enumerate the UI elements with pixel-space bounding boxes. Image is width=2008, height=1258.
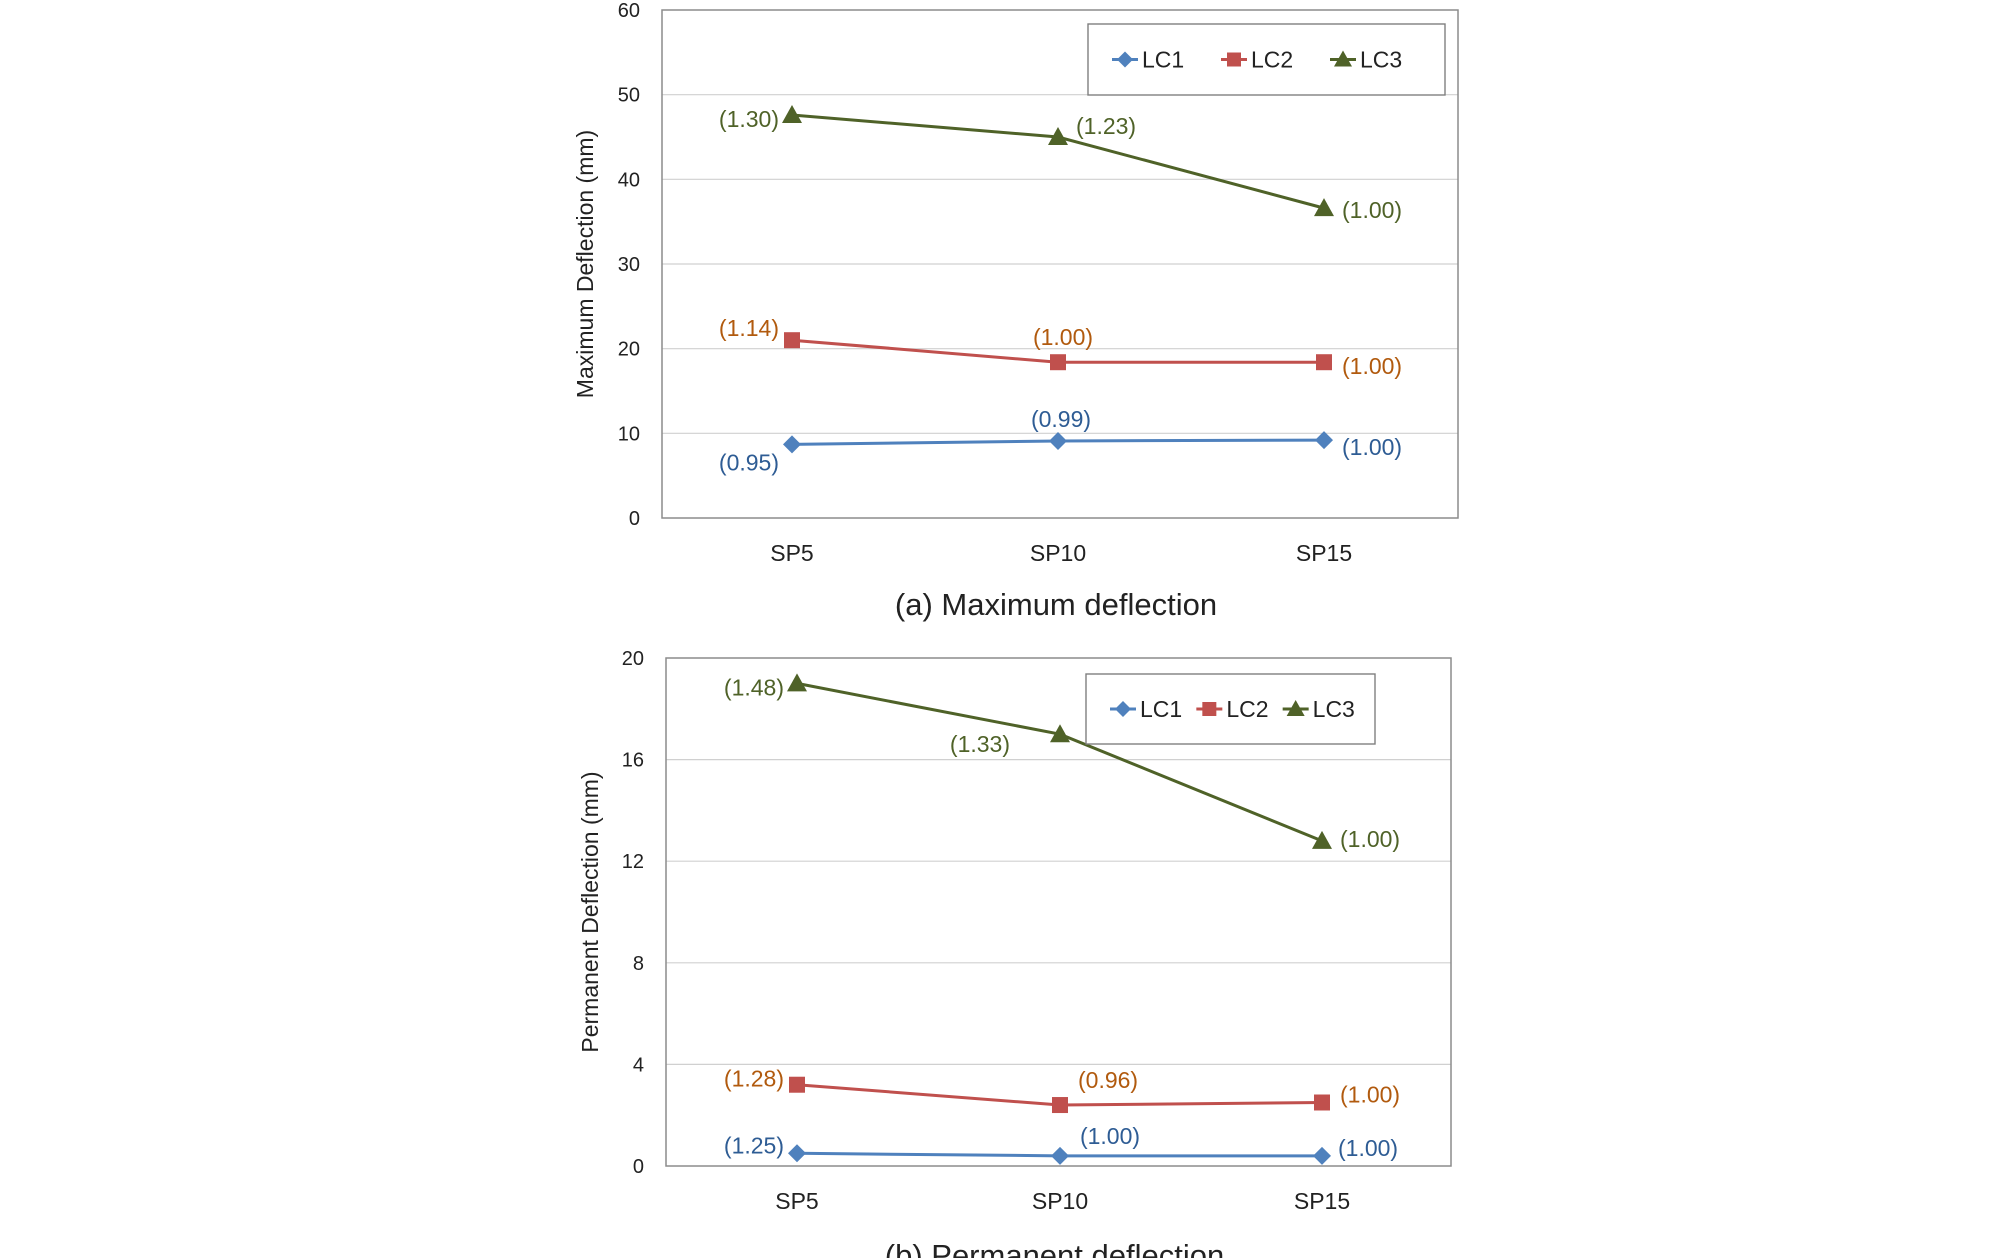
y-tick-label: 40 [618,169,640,191]
y-tick-label: 0 [629,508,640,530]
y-tick-label: 0 [633,1156,644,1178]
x-tick-label: SP10 [1032,1188,1088,1214]
chart-caption: (b) Permanent deflection [885,1238,1224,1258]
data-point-lc1 [788,1144,806,1163]
data-point-lc1 [1313,1146,1331,1165]
legend-marker-lc2 [1202,702,1217,716]
y-axis-title: Permanent Deflection (mm) [577,771,603,1052]
x-tick-label: SP10 [1030,540,1086,566]
legend-label: LC2 [1226,696,1268,722]
legend-marker-lc2 [1227,52,1241,67]
legend-marker-lc1 [1117,51,1133,68]
data-point-lc3 [1314,198,1334,217]
y-tick-label: 20 [622,648,644,670]
legend: LC1 LC2 LC3 [1087,23,1446,96]
legend: LC1 LC2 LC3 [1085,673,1376,745]
legend-label: LC3 [1360,47,1402,73]
data-label: (1.28) [724,1066,784,1092]
data-label: (0.95) [719,449,779,475]
data-label: (1.00) [1080,1123,1140,1149]
data-label: (1.00) [1340,1082,1400,1108]
x-tick-label: SP15 [1296,540,1352,566]
data-label: (1.00) [1338,1135,1398,1161]
data-point-lc3 [1048,127,1068,145]
data-label: (1.00) [1340,826,1400,852]
chart-caption: (a) Maximum deflection [895,587,1217,622]
legend-label: LC1 [1142,47,1184,73]
data-point-lc2 [789,1076,805,1093]
y-tick-label: 12 [622,851,644,873]
data-label: (1.30) [719,106,779,132]
data-point-lc1 [1315,431,1333,450]
data-label: (1.23) [1076,113,1136,139]
legend-marker-lc3 [1286,700,1305,716]
x-tick-label: SP15 [1294,1188,1350,1214]
data-point-lc2 [1050,354,1066,371]
data-label: (1.33) [950,731,1010,757]
data-point-lc2 [1052,1097,1068,1114]
data-point-lc3 [782,104,802,123]
data-label: (1.00) [1342,434,1402,460]
x-tick-label: SP5 [770,540,813,566]
data-point-lc1 [1051,1146,1069,1165]
data-label: (0.99) [1031,406,1091,432]
y-tick-label: 50 [618,85,640,107]
chart-0: 0 10 20 30 40 50 60 SP5 SP10 SP15 Maximum Deflecti… [572,0,1459,622]
data-label: (1.00) [1342,197,1402,223]
legend-label: LC1 [1140,696,1182,722]
y-axis-title: Maximum Deflection (mm) [572,130,598,398]
y-tick-label: 8 [633,953,644,975]
legend-label: LC3 [1313,696,1355,722]
data-point-lc3 [787,673,807,692]
y-tick-label: 10 [618,423,640,445]
data-label: (1.00) [1033,324,1093,350]
plot-frame [661,9,1459,519]
legend-label: LC2 [1251,47,1293,73]
y-tick-label: 30 [618,254,640,276]
legend-box [1087,23,1446,96]
data-label: (1.48) [724,674,784,700]
data-label: (1.25) [724,1132,784,1158]
legend-marker-lc1 [1115,701,1131,717]
legend-marker-lc3 [1334,50,1352,67]
x-tick-label: SP5 [775,1188,818,1214]
data-point-lc1 [783,435,801,454]
data-point-lc1 [1049,431,1067,450]
data-label: (1.00) [1342,353,1402,379]
y-tick-label: 16 [622,750,644,772]
data-point-lc3 [1050,724,1070,743]
plot-frame [665,657,1452,1167]
data-label: (1.14) [719,315,779,341]
data-point-lc3 [1312,830,1332,849]
data-point-lc2 [784,332,800,349]
chart-1: 0 4 8 12 16 20 SP5 SP10 SP15 Permanent Deflection… [577,648,1452,1258]
y-tick-label: 4 [633,1054,644,1076]
y-tick-label: 60 [618,0,640,22]
data-label: (0.96) [1078,1067,1138,1093]
data-point-lc2 [1316,354,1332,371]
data-point-lc2 [1314,1094,1330,1111]
y-tick-label: 20 [618,339,640,361]
